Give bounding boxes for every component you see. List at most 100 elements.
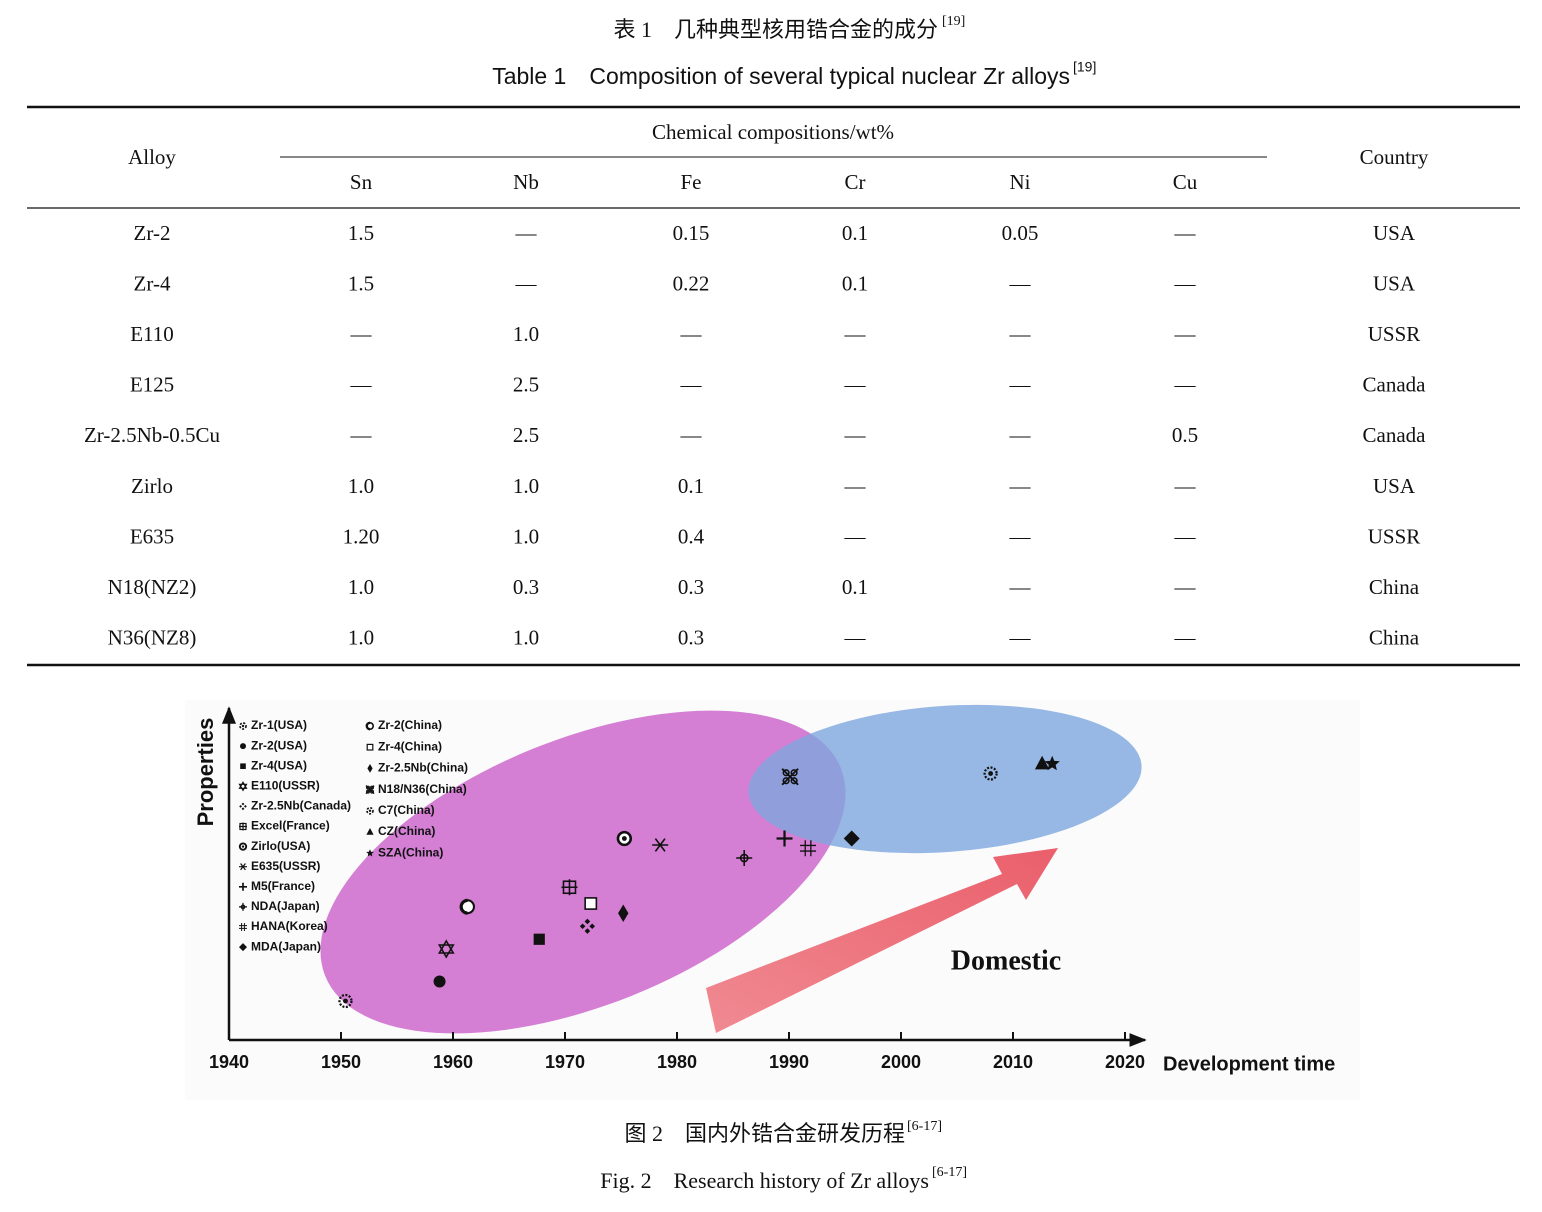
table-cell: 0.1: [842, 271, 868, 295]
table-cell: —: [1009, 271, 1032, 295]
table-cell: 1.0: [348, 626, 374, 650]
table-cell: —: [1009, 626, 1032, 650]
table-cell: —: [844, 322, 867, 346]
marker-part: [365, 721, 371, 731]
marker-part: [652, 838, 669, 852]
table-cell: Canada: [1363, 423, 1427, 447]
table-cell: 1.0: [513, 474, 539, 498]
table-cell: 1.0: [513, 524, 539, 548]
data-point: [561, 879, 578, 896]
legend-marker: [239, 882, 247, 891]
table-cell: —: [1009, 423, 1032, 447]
legend-label: Zr-2(China): [378, 718, 442, 732]
legend-label: Zr-4(China): [378, 739, 442, 753]
marker-part: [459, 898, 468, 915]
marker-part: [367, 764, 373, 773]
table-cell: —: [515, 271, 538, 295]
marker-part: [561, 879, 578, 896]
legend-label: Zr-2.5Nb(Canada): [251, 799, 351, 813]
legend-marker: [366, 806, 374, 815]
table-cell: USA: [1373, 474, 1416, 498]
table-cell: —: [1009, 373, 1032, 397]
legend-label: M5(France): [251, 879, 315, 893]
table-cell: Canada: [1363, 373, 1427, 397]
ellipse-domestic: [748, 704, 1142, 854]
table-cell: USSR: [1368, 322, 1421, 346]
table-cell: 2.5: [513, 373, 539, 397]
marker-part: [790, 777, 798, 785]
table-caption-zh: 表 1 几种典型核用锆合金的成分: [613, 17, 938, 42]
x-tick-label: 1990: [769, 1052, 809, 1072]
marker-part: [365, 789, 370, 794]
marker-part: [366, 806, 374, 815]
marker-part: [589, 923, 595, 930]
table-header: Cr: [845, 170, 866, 194]
table-cell: —: [350, 423, 373, 447]
table-cell: —: [1174, 575, 1197, 599]
table-cell: —: [1009, 474, 1032, 498]
legend-marker: [239, 802, 247, 811]
table-cell: —: [350, 373, 373, 397]
table-cell: 0.5: [1172, 423, 1198, 447]
legend-marker: [239, 923, 247, 931]
marker-part: [239, 822, 247, 831]
x-tick-label: 2010: [993, 1052, 1033, 1072]
table-cell: —: [680, 373, 703, 397]
marker-part: [370, 785, 374, 790]
table-cell: USSR: [1368, 524, 1421, 548]
table-cell: —: [1009, 524, 1032, 548]
legend-label: Zr-2.5Nb(China): [378, 761, 468, 775]
table-header: Sn: [350, 170, 373, 194]
table-header: Chemical compositions/wt%: [652, 120, 894, 144]
marker-part: [338, 993, 353, 1009]
marker-part: [239, 722, 247, 730]
marker-part: [239, 805, 242, 808]
marker-part: [1044, 755, 1060, 771]
marker-part: [437, 939, 455, 959]
table-cell: 0.15: [673, 221, 710, 245]
legend-marker: [366, 849, 374, 857]
x-axis-title: Development time: [1163, 1053, 1335, 1075]
table-cell: —: [680, 322, 703, 346]
table-cell: 0.1: [842, 575, 868, 599]
data-point: [652, 838, 669, 852]
legend-label: Zr-4(USA): [251, 758, 307, 772]
table-caption-ref: [19]: [942, 14, 965, 29]
data-point: [843, 830, 860, 847]
table-cell: —: [1009, 575, 1032, 599]
table-header: Country: [1360, 145, 1429, 169]
marker-part: [244, 805, 247, 808]
table-cell: 1.0: [513, 322, 539, 346]
table-cell: Zr-2.5Nb-0.5Cu: [84, 423, 221, 447]
legend-label: MDA(Japan): [251, 939, 321, 953]
legend-label: E110(USSR): [251, 778, 320, 792]
marker-part: [533, 933, 545, 945]
legend-label: NDA(Japan): [251, 899, 320, 913]
legend-label: Excel(France): [251, 819, 330, 833]
marker-part: [988, 771, 993, 776]
legend-marker: [238, 781, 248, 792]
marker-part: [370, 789, 374, 794]
marker-part: [739, 853, 749, 863]
figure-caption-zh: 图 2 国内外锆合金研发历程: [624, 1121, 905, 1146]
table-cell: 0.4: [678, 524, 705, 548]
x-tick-label: 2000: [881, 1052, 921, 1072]
marker-part: [240, 763, 246, 769]
legend-marker: [367, 764, 373, 773]
legend-label: Zr-2(USA): [251, 738, 307, 752]
table-caption-en: Table 1 Composition of several typical n…: [492, 63, 1070, 89]
legend-marker: [240, 763, 246, 769]
y-axis-title: Properties: [193, 718, 218, 827]
data-point: [983, 766, 998, 781]
legend-label: Zr-1(USA): [251, 718, 307, 732]
data-point: [616, 830, 633, 847]
marker-part: [239, 882, 247, 891]
marker-part: [343, 998, 348, 1004]
table-cell: E635: [130, 524, 174, 548]
legend-marker: [239, 863, 247, 871]
marker-part: [365, 785, 370, 790]
legend-marker: [239, 822, 247, 831]
data-point: [437, 939, 455, 959]
marker-part: [366, 743, 374, 751]
